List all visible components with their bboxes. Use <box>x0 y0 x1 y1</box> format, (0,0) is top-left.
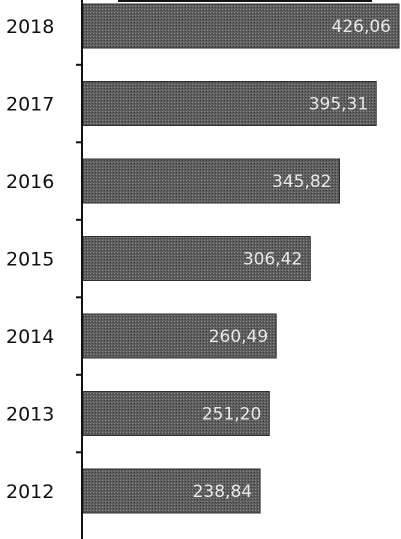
bar-2014 <box>82 313 277 359</box>
data-label-2012: 238,84 <box>193 482 252 502</box>
y-tick-label-2018: 2018 <box>6 16 54 38</box>
y-tick-label-2017: 2017 <box>6 94 54 116</box>
y-tick-label-2015: 2015 <box>6 249 54 271</box>
data-label-2018: 426,06 <box>332 17 391 37</box>
y-tick-label-2013: 2013 <box>6 404 54 426</box>
bar-2015 <box>82 236 311 281</box>
bar-2012 <box>82 468 261 514</box>
y-tick-label-2012: 2012 <box>6 481 54 503</box>
bar-2017 <box>82 81 377 126</box>
data-label-2015: 306,42 <box>243 250 302 270</box>
data-label-2017: 395,31 <box>309 95 368 115</box>
data-label-2014: 260,49 <box>209 327 268 347</box>
data-label-2013: 251,20 <box>202 405 261 425</box>
y-tick-label-2016: 2016 <box>6 171 54 193</box>
bar-2018 <box>82 3 400 49</box>
y-tick-label-2014: 2014 <box>6 326 54 348</box>
bar-2013 <box>82 391 270 436</box>
data-label-2016: 345,82 <box>272 172 331 192</box>
bar-2016 <box>82 158 340 204</box>
